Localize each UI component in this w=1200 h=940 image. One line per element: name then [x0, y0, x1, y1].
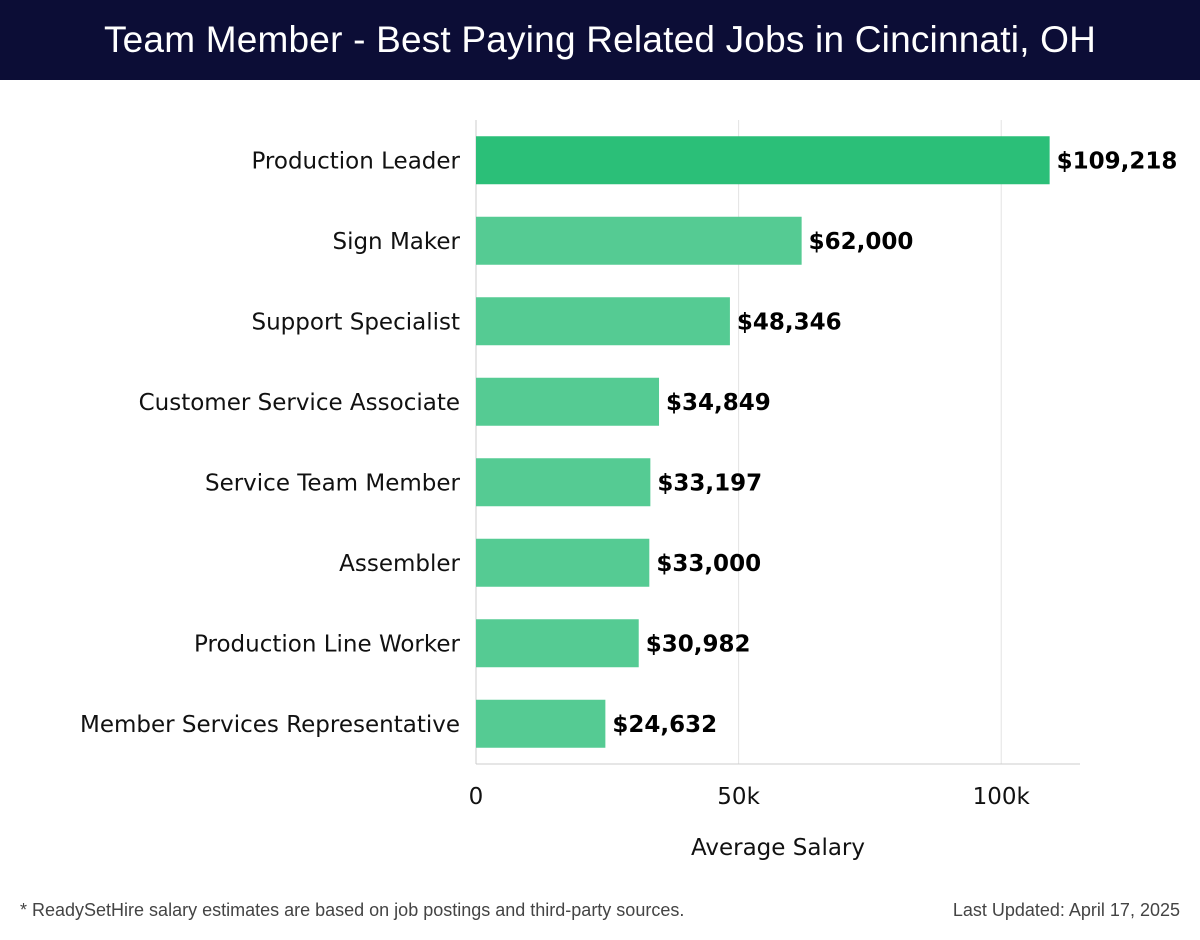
bar-3	[476, 377, 660, 426]
footnote: * ReadySetHire salary estimates are base…	[20, 900, 685, 920]
value-label-4: $33,197	[657, 470, 762, 496]
bar-1	[476, 216, 802, 265]
bar-4	[476, 458, 651, 507]
x-axis-label: Average Salary	[691, 835, 865, 861]
x-tick-label-2: 100k	[973, 784, 1031, 810]
value-label-7: $24,632	[612, 712, 717, 738]
category-label-2: Support Specialist	[252, 309, 461, 335]
chart-header: Team Member - Best Paying Related Jobs i…	[0, 0, 1200, 80]
value-label-5: $33,000	[656, 551, 761, 577]
last-updated: Last Updated: April 17, 2025	[952, 900, 1180, 920]
salary-bar-chart: Production Leader $109,218 Sign Maker $62,0…	[80, 120, 1178, 861]
value-label-0: $109,218	[1057, 148, 1178, 174]
category-label-7: Member Services Representative	[80, 712, 460, 738]
category-label-3: Customer Service Associate	[139, 390, 460, 416]
category-label-0: Production Leader	[251, 148, 460, 174]
value-label-2: $48,346	[737, 309, 842, 335]
chart-title: Team Member - Best Paying Related Jobs i…	[103, 19, 1097, 60]
bar-5	[476, 538, 650, 587]
category-label-6: Production Line Worker	[194, 631, 460, 657]
x-tick-label-0: 0	[469, 784, 484, 810]
bar-7	[476, 699, 606, 748]
bar-6	[476, 619, 639, 668]
bar-2	[476, 297, 730, 346]
category-label-5: Assembler	[339, 551, 460, 577]
category-label-4: Service Team Member	[205, 470, 461, 496]
value-label-1: $62,000	[809, 229, 914, 255]
value-label-6: $30,982	[646, 631, 751, 657]
x-tick-label-1: 50k	[717, 784, 760, 810]
bar-0	[476, 136, 1050, 185]
value-label-3: $34,849	[666, 390, 771, 416]
category-label-1: Sign Maker	[332, 229, 460, 255]
